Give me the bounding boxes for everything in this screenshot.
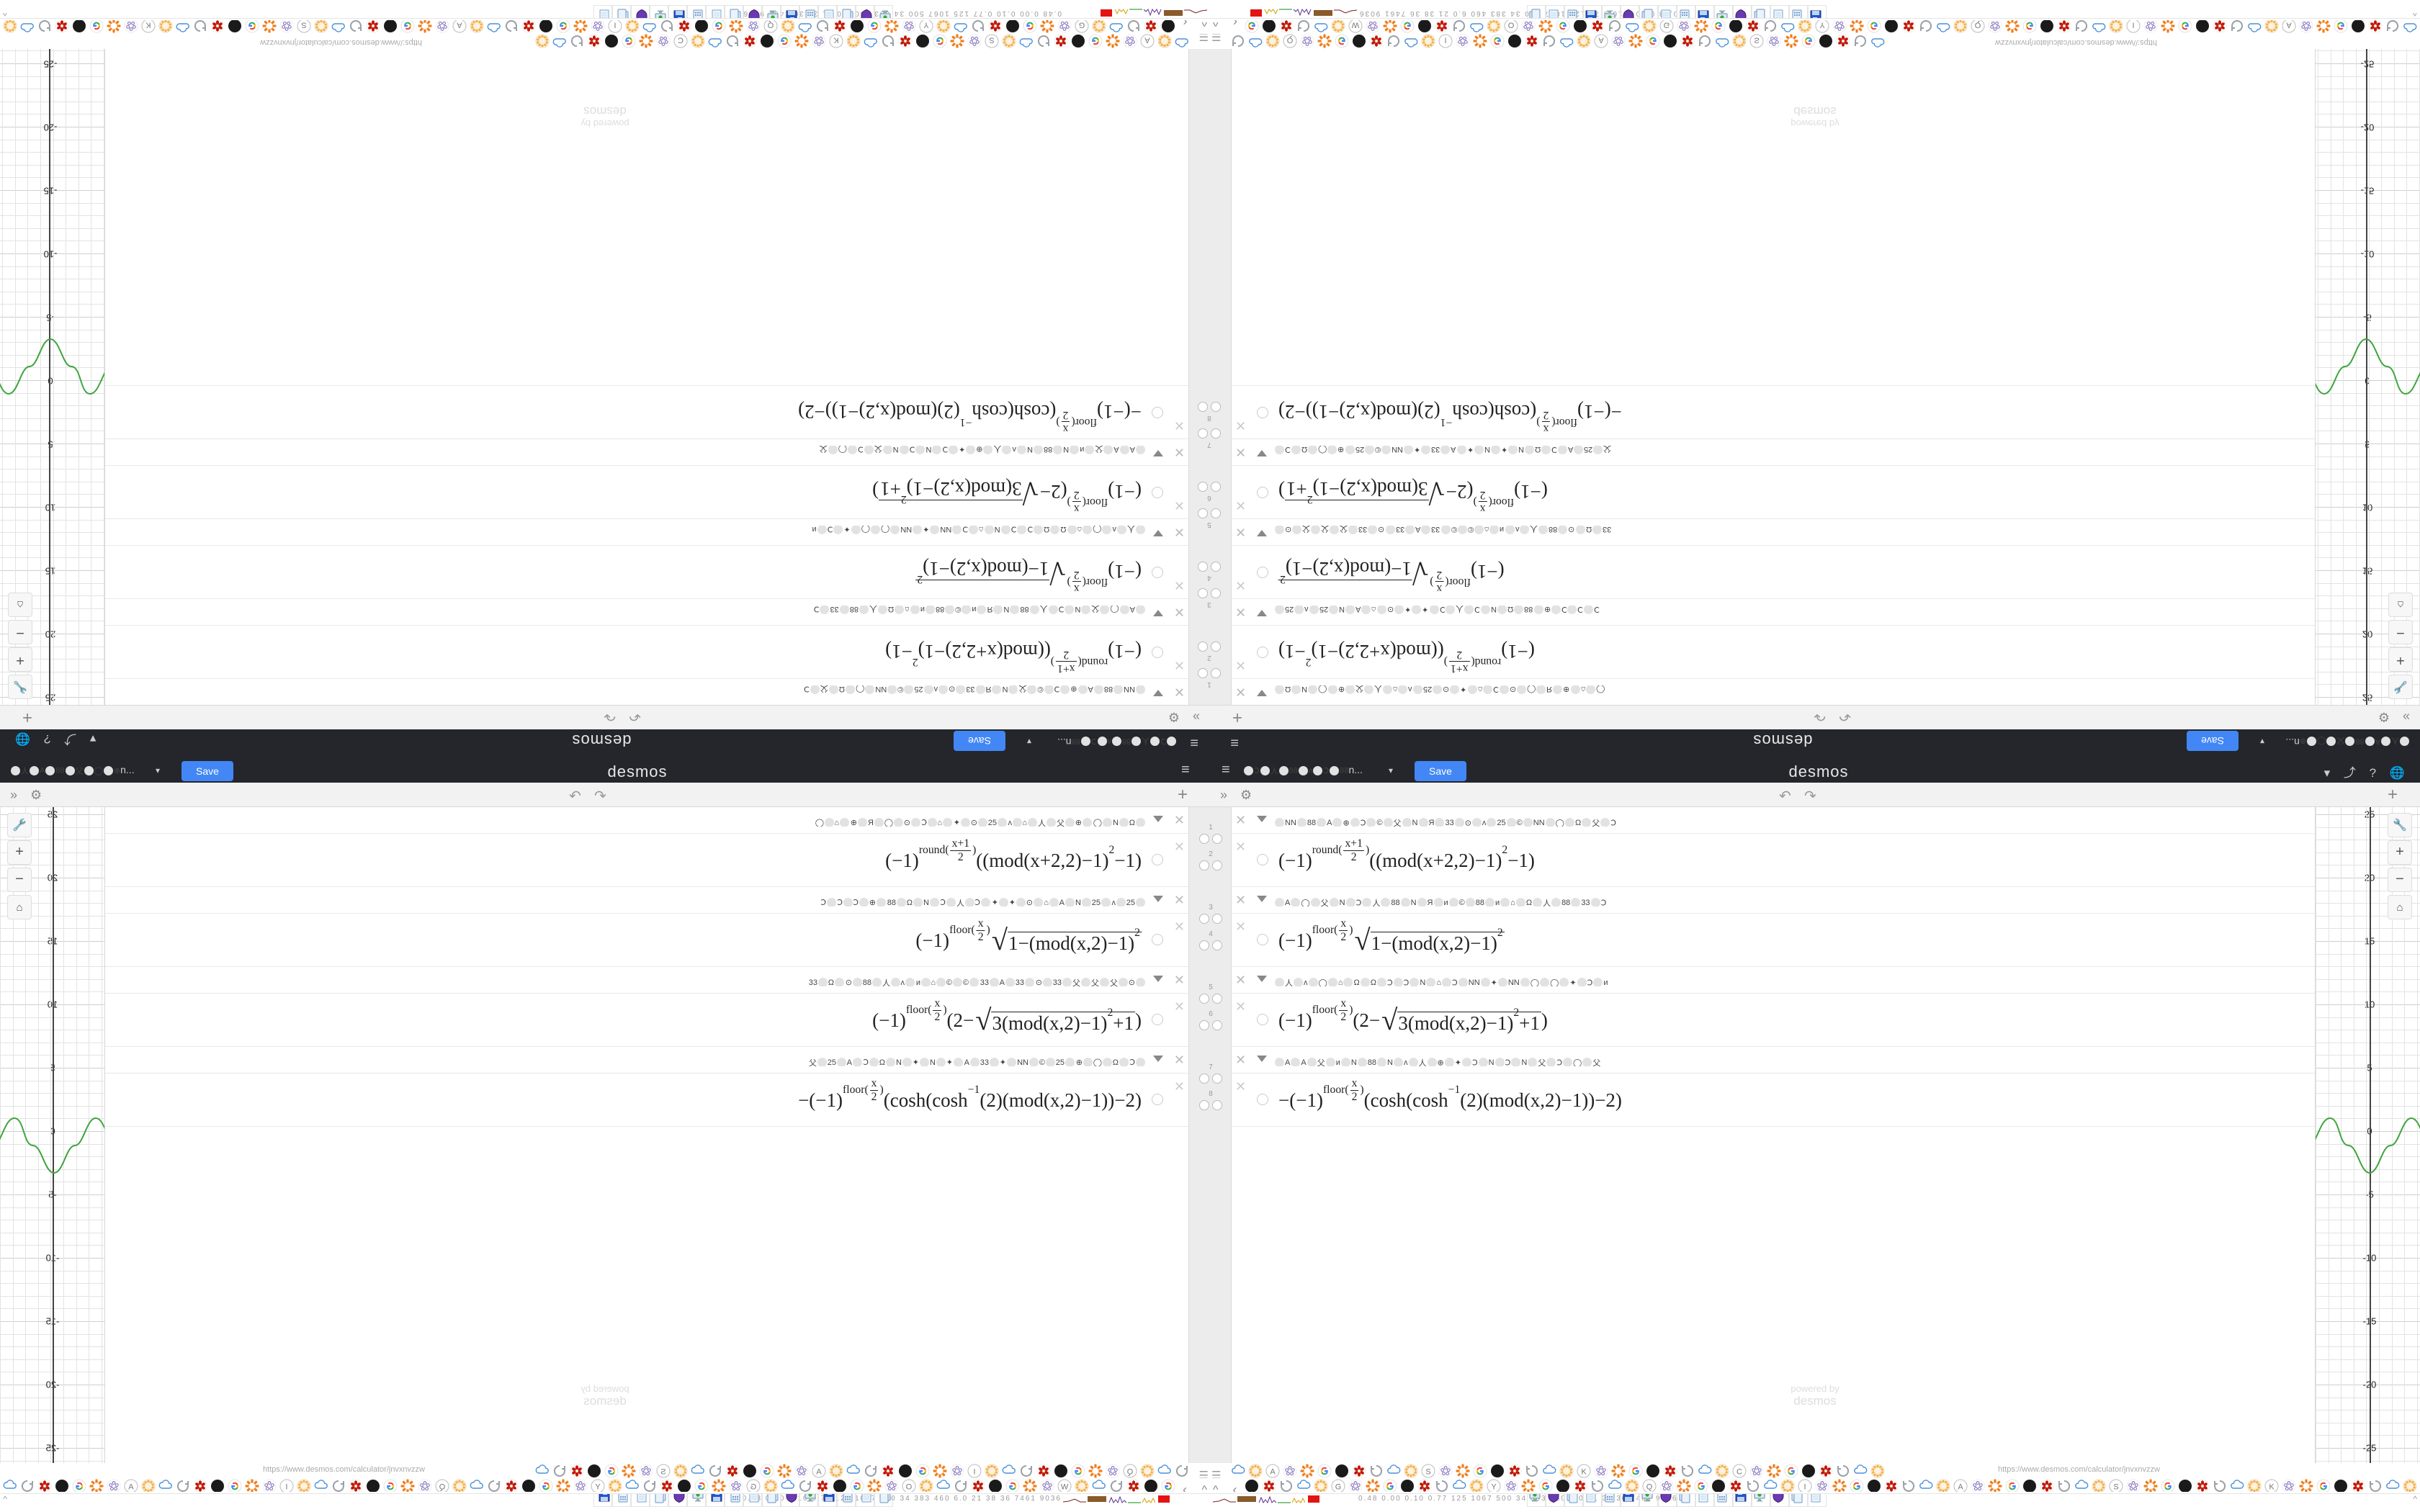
svg-text:W: W: [1351, 21, 1359, 30]
svg-text:I: I: [286, 1483, 288, 1492]
svg-text:A: A: [815, 1468, 821, 1477]
svg-text:S: S: [2113, 1483, 2118, 1492]
svg-text:A: A: [1144, 36, 1150, 45]
svg-text:G: G: [1335, 1483, 1341, 1492]
svg-text:I: I: [1803, 1483, 1806, 1492]
svg-text:Q: Q: [1974, 21, 1981, 30]
svg-text:I: I: [973, 1468, 975, 1477]
svg-text:S: S: [989, 36, 994, 45]
svg-text:Y: Y: [595, 1483, 601, 1492]
svg-text:G: G: [1079, 21, 1085, 30]
svg-text:W: W: [1061, 1483, 1069, 1492]
svg-text:C: C: [678, 36, 684, 45]
svg-text:K: K: [1582, 1468, 1587, 1477]
svg-text:K: K: [145, 21, 151, 30]
svg-text:Q: Q: [1287, 36, 1294, 45]
svg-text:I: I: [1445, 36, 1447, 45]
svg-text:I: I: [2132, 21, 2134, 30]
svg-text:A: A: [2286, 21, 2292, 30]
svg-text:K: K: [2269, 1483, 2275, 1492]
svg-text:Y: Y: [1491, 1483, 1497, 1492]
svg-text:S: S: [302, 21, 307, 30]
svg-text:Y: Y: [1819, 21, 1825, 30]
svg-text:I: I: [614, 21, 617, 30]
svg-text:S: S: [1754, 36, 1760, 45]
svg-text:A: A: [128, 1483, 134, 1492]
svg-text:S: S: [660, 1468, 666, 1477]
svg-text:Q: Q: [768, 21, 774, 30]
svg-text:G: G: [1663, 21, 1670, 30]
svg-text:Y: Y: [923, 21, 929, 30]
svg-text:K: K: [833, 36, 838, 45]
svg-text:C: C: [1736, 1468, 1742, 1477]
svg-text:O: O: [906, 1483, 913, 1492]
svg-text:Q: Q: [1126, 1468, 1133, 1477]
svg-text:S: S: [1426, 1468, 1431, 1477]
svg-text:A: A: [1270, 1468, 1276, 1477]
svg-text:A: A: [457, 21, 462, 30]
svg-text:Q: Q: [439, 1483, 446, 1492]
svg-text:A: A: [1958, 1483, 1963, 1492]
svg-text:O: O: [1507, 21, 1514, 30]
svg-text:Q: Q: [1646, 1483, 1652, 1492]
svg-text:G: G: [750, 1483, 757, 1492]
svg-text:A: A: [1599, 36, 1605, 45]
